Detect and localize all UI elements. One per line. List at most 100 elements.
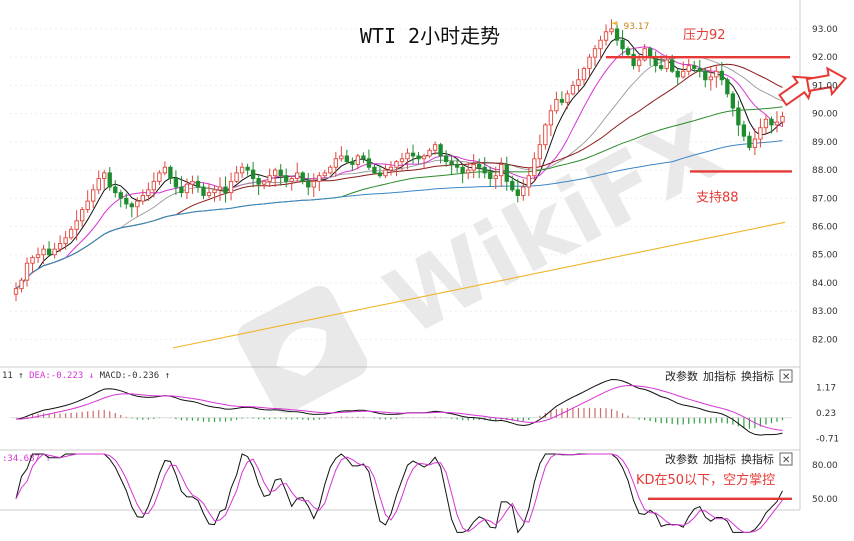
- macd-value: MACD:-0.236: [100, 371, 165, 381]
- candle-body: [692, 65, 697, 69]
- chart-title: WTI 2小时走势: [360, 24, 500, 48]
- candle-body: [151, 180, 157, 191]
- candle-body: [697, 68, 702, 72]
- kd-y-tick: 80.00: [812, 461, 838, 471]
- candle-body: [113, 186, 118, 194]
- candle-body: [91, 189, 96, 202]
- candle-body: [636, 59, 642, 67]
- y-tick-label: 85.00: [812, 251, 838, 261]
- candle-body: [741, 124, 747, 137]
- candle-body: [554, 99, 559, 112]
- candle-body: [454, 163, 460, 168]
- candle-body: [416, 155, 421, 160]
- candle-body: [670, 59, 675, 72]
- kd-close-button[interactable]: [779, 452, 793, 466]
- candle-body: [317, 175, 322, 182]
- kd-edit-params-button[interactable]: 改参数: [665, 452, 698, 466]
- candle-body: [157, 172, 162, 182]
- y-tick-label: 90.00: [812, 110, 838, 120]
- candle-body: [565, 93, 570, 103]
- watermark-text: WikiFX: [369, 94, 737, 357]
- macd-y-tick: 1.17: [816, 383, 836, 393]
- candle-body: [763, 118, 769, 129]
- right-arrow-icon: [805, 66, 847, 97]
- candle-body: [168, 166, 173, 179]
- candle-body: [328, 166, 333, 174]
- candle-body: [394, 161, 399, 168]
- candle-body: [620, 39, 625, 50]
- y-tick-label: 91.00: [812, 81, 838, 91]
- candle-body: [708, 76, 713, 81]
- candle-body: [614, 28, 620, 41]
- macd-close-icon[interactable]: ✕: [782, 372, 790, 383]
- candle-body: [471, 163, 476, 171]
- macd-y-tick: -0.71: [816, 434, 839, 444]
- kd-annotation: KD在50以下，空方掌控: [636, 472, 775, 488]
- candle-body: [664, 59, 669, 69]
- candle-body: [372, 166, 377, 174]
- candle-body: [537, 144, 543, 160]
- candle-body: [57, 243, 63, 250]
- kd-add-indicator-button[interactable]: 加指标: [703, 452, 736, 466]
- y-tick-label: 89.00: [812, 138, 838, 148]
- macd-add-indicator-button[interactable]: 加指标: [703, 369, 736, 383]
- candle-body: [477, 163, 482, 168]
- watermark-logo-mark: [276, 327, 327, 376]
- candle-body: [769, 118, 774, 126]
- candle-body: [41, 248, 46, 256]
- y-tick-label: 88.00: [812, 166, 838, 176]
- resistance-label: 压力92: [683, 28, 726, 43]
- candle-body: [719, 70, 724, 81]
- macd-legend: 11 ↑ DEA:-0.223 ↓ MACD:-0.236 ↑: [2, 371, 170, 381]
- candle-body: [284, 175, 289, 182]
- candle-body: [273, 169, 278, 177]
- candle-body: [74, 220, 79, 230]
- macd-legend-up-arrow-icon: ↑: [18, 371, 29, 381]
- candle-body: [388, 166, 394, 171]
- candle-body: [322, 172, 327, 177]
- macd-legend-prefix: 11: [2, 371, 18, 381]
- candle-body: [774, 121, 780, 126]
- candle-body: [19, 279, 24, 290]
- candle-body: [234, 172, 239, 182]
- candle-body: [780, 115, 785, 123]
- candle-body: [135, 200, 140, 208]
- candle-body: [703, 70, 708, 81]
- candle-body: [559, 99, 565, 103]
- candle-body: [68, 228, 74, 239]
- kd-switch-indicator-button[interactable]: 换指标: [741, 452, 774, 466]
- candle-body: [267, 175, 272, 182]
- candle-body: [311, 180, 316, 188]
- support-label: 支持88: [696, 190, 739, 205]
- kd-close-icon[interactable]: ✕: [782, 455, 790, 466]
- candle-body: [129, 203, 134, 208]
- candle-body: [432, 144, 438, 151]
- candle-body: [543, 124, 548, 146]
- y-tick-label: 87.00: [812, 194, 838, 204]
- candle-body: [228, 180, 234, 194]
- watermark-logo-icon: [237, 285, 368, 414]
- k-line: [15, 453, 783, 534]
- candle-body: [521, 186, 526, 196]
- macd-panel: 11 ↑ DEA:-0.223 ↓ MACD:-0.236 ↑ 1.17 0.23 -…: [2, 369, 839, 444]
- macd-close-button[interactable]: [779, 369, 793, 383]
- candle-body: [603, 31, 609, 41]
- macd-edit-params-button[interactable]: 改参数: [665, 369, 698, 383]
- candle-body: [758, 127, 763, 140]
- candle-body: [438, 144, 443, 157]
- candle-body: [80, 209, 85, 222]
- candle-body: [173, 178, 179, 188]
- y-tick-label: 92.00: [812, 53, 838, 63]
- macd-switch-indicator-button[interactable]: 换指标: [741, 369, 774, 383]
- candle-body: [659, 65, 664, 69]
- dea-line: [15, 384, 783, 431]
- candle-body: [96, 178, 101, 191]
- candle-body: [239, 166, 245, 174]
- candle-body: [725, 79, 730, 95]
- macd-y-tick: 0.23: [816, 409, 836, 419]
- candle-body: [548, 110, 554, 126]
- candle-body: [427, 149, 432, 157]
- candle-body: [179, 186, 184, 194]
- candle-body: [46, 248, 52, 256]
